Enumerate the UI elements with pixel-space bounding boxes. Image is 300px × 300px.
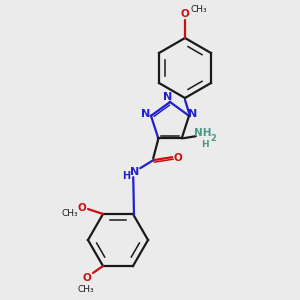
Text: O: O bbox=[82, 273, 91, 283]
Text: O: O bbox=[78, 203, 86, 213]
Text: N: N bbox=[141, 109, 151, 119]
Text: NH: NH bbox=[194, 128, 211, 138]
Text: O: O bbox=[174, 153, 183, 163]
Text: CH₃: CH₃ bbox=[62, 208, 78, 217]
Text: H: H bbox=[122, 171, 130, 181]
Text: H: H bbox=[201, 140, 208, 149]
Text: 2: 2 bbox=[211, 134, 217, 143]
Text: CH₃: CH₃ bbox=[191, 5, 207, 14]
Text: CH₃: CH₃ bbox=[78, 286, 94, 295]
Text: N: N bbox=[164, 92, 172, 102]
Text: O: O bbox=[181, 9, 189, 19]
Text: N: N bbox=[188, 109, 198, 119]
Text: N: N bbox=[130, 167, 139, 177]
